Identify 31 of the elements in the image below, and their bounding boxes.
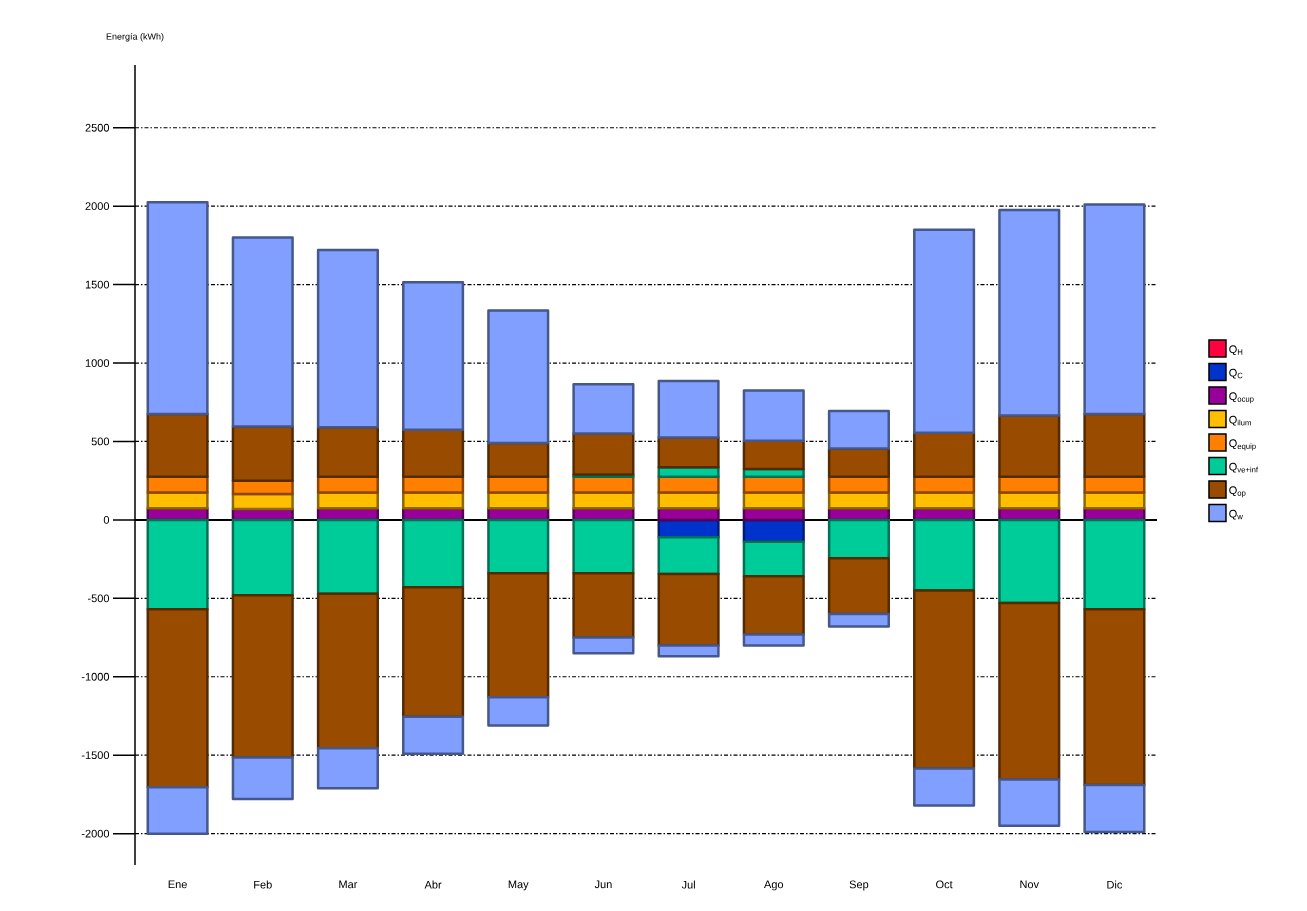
y-tick-label: -500 xyxy=(87,594,110,603)
legend-label: Q$_{ocup}$ xyxy=(1229,392,1254,404)
x-tick-label: Oct xyxy=(936,880,953,889)
y-tick-label: 2500 xyxy=(85,123,110,132)
x-tick-label: Jul xyxy=(681,880,695,889)
x-tick-label: Ene xyxy=(168,880,187,889)
x-tick-label: Mar xyxy=(339,880,358,889)
y-tick-label: 0 xyxy=(103,516,110,524)
x-tick-label: Feb xyxy=(254,880,272,889)
y-tick-label: 1500 xyxy=(85,280,110,289)
legend-label: Q$_{H}$ xyxy=(1229,345,1243,356)
x-tick-label: May xyxy=(508,880,529,891)
legend-label: Q$_{w}$ xyxy=(1229,509,1243,520)
y-tick-label: 500 xyxy=(91,437,110,446)
y-tick-label: -1000 xyxy=(81,672,110,681)
x-tick-label: Ago xyxy=(763,880,784,891)
legend-label: Q$_{op}$ xyxy=(1229,486,1246,498)
x-tick-label: Nov xyxy=(1020,880,1040,889)
y-tick-label: 1000 xyxy=(85,359,110,367)
x-tick-label: Dic xyxy=(1107,880,1123,889)
y-tick-label: -1500 xyxy=(81,751,110,760)
legend-label: Q$_{ilum}$ xyxy=(1229,415,1251,426)
x-tick-label: Abr xyxy=(424,880,442,889)
x-tick-label: Sep xyxy=(849,880,869,891)
legend-label: Q$_{equip}$ xyxy=(1229,439,1256,451)
legend-label: Q$_{C}$ xyxy=(1229,368,1243,379)
x-tick-label: Jun xyxy=(594,880,612,889)
y-tick-label: -2000 xyxy=(81,829,110,838)
y-tick-label: 2000 xyxy=(85,202,110,211)
legend-label: Q$_{ve+inf}$ xyxy=(1229,462,1259,473)
y-axis-title: Energía (kWh) xyxy=(106,32,164,42)
